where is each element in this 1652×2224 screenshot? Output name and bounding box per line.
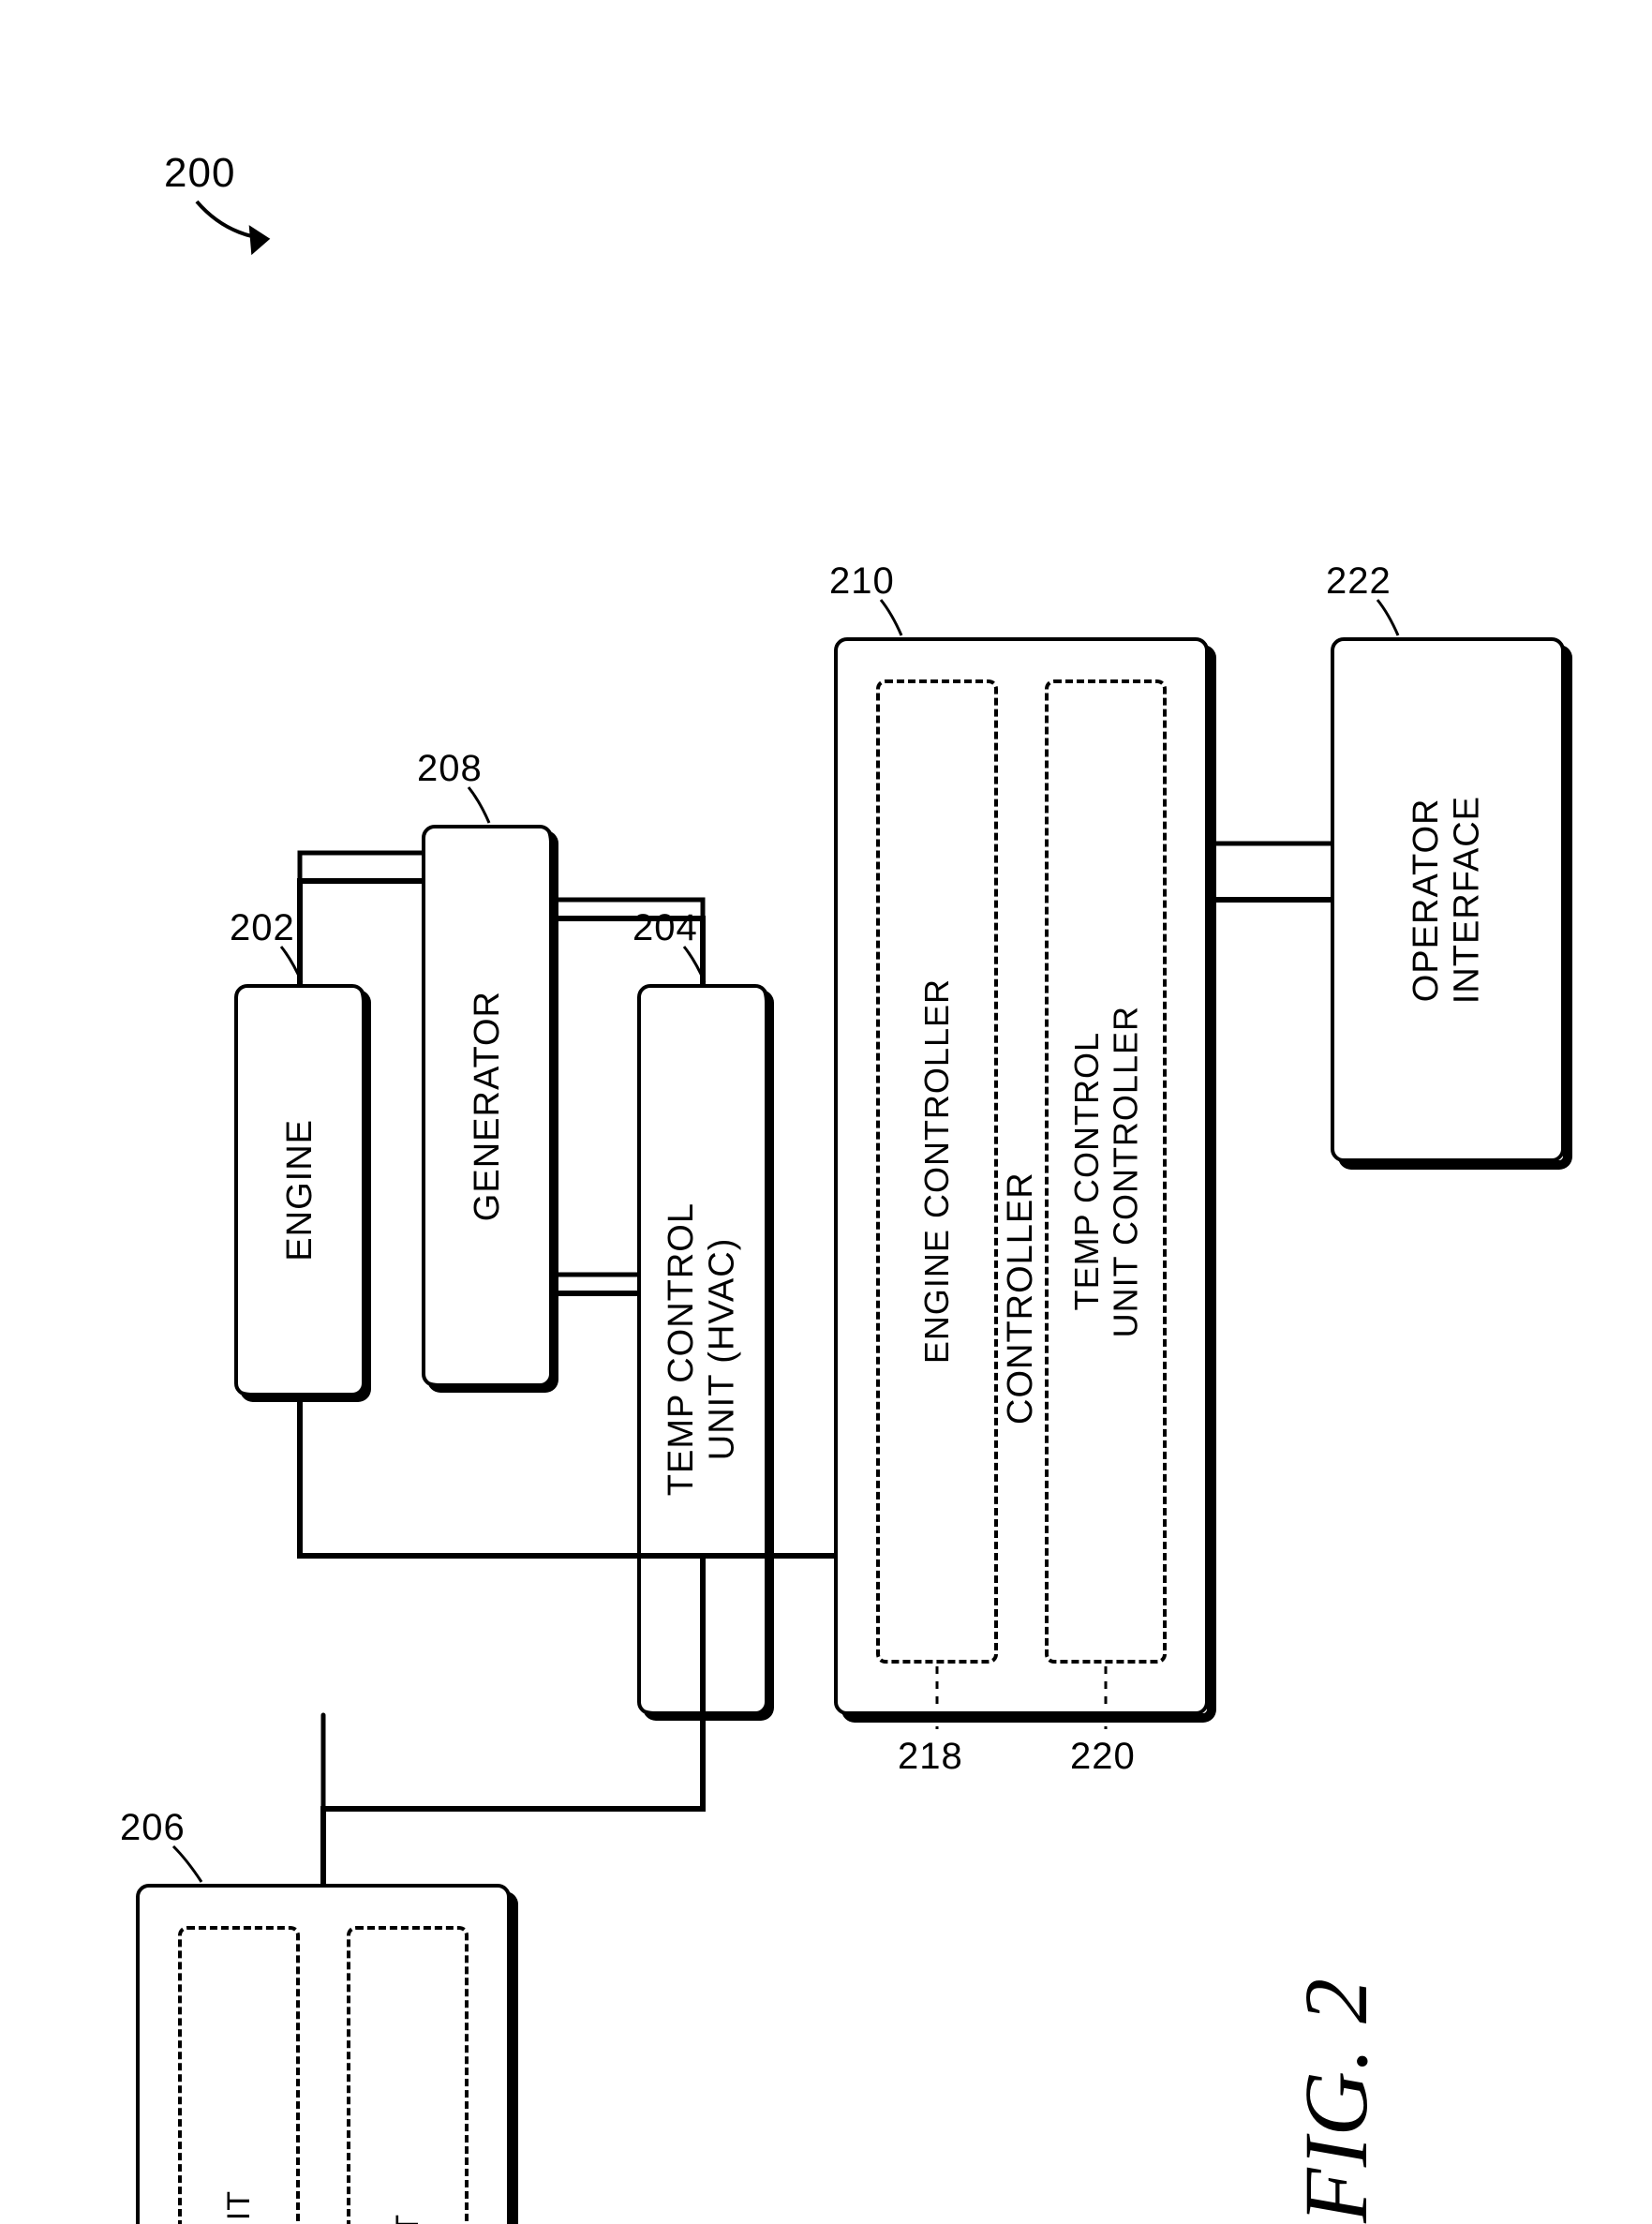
ref-system: 200 xyxy=(164,150,235,197)
thermal-storage-label: THERMAL STORAGE UNIT xyxy=(390,2214,426,2224)
ref-engine-controller: 218 xyxy=(898,1736,963,1778)
generator-label: GENERATOR xyxy=(468,991,508,1221)
operator-interface-block: OPERATOR INTERFACE xyxy=(1331,637,1565,1162)
engine-controller-block: ENGINE CONTROLLER xyxy=(876,679,998,1664)
engine-block: ENGINE xyxy=(234,984,365,1396)
ref-system-text: 200 xyxy=(164,150,235,196)
figure-label-text: FIG. 2 xyxy=(1284,1978,1388,2223)
ref-engine-text: 202 xyxy=(230,907,295,948)
operator-interface-label: OPERATOR INTERFACE xyxy=(1406,796,1488,1004)
ref-generator: 208 xyxy=(417,748,483,790)
thermal-storage-block: THERMAL STORAGE UNIT xyxy=(347,1926,469,2224)
ref-energy-storage: 206 xyxy=(120,1807,186,1849)
electrical-storage-label: ELECTRICAL STORAGE UNIT xyxy=(221,2190,258,2224)
ref-tcu-controller: 220 xyxy=(1070,1736,1136,1778)
ref-generator-text: 208 xyxy=(417,748,483,789)
ref-controller: 210 xyxy=(829,560,895,603)
ref-energy-storage-text: 206 xyxy=(120,1807,186,1848)
ref-hvac: 204 xyxy=(633,907,698,949)
tcu-controller-label: TEMP CONTROL UNIT CONTROLLER xyxy=(1067,1006,1145,1337)
figure-label: FIG. 2 xyxy=(1284,1978,1492,2224)
ref-operator-interface: 222 xyxy=(1326,560,1392,603)
hvac-block: TEMP CONTROL UNIT (HVAC) xyxy=(637,984,768,1715)
ref-tcu-controller-text: 220 xyxy=(1070,1736,1136,1777)
engine-controller-label: ENGINE CONTROLLER xyxy=(917,978,957,1364)
ref-engine: 202 xyxy=(230,907,295,949)
controller-label: CONTROLLER xyxy=(1001,937,1041,1425)
hvac-label: TEMP CONTROL UNIT (HVAC) xyxy=(662,1202,743,1496)
ref-controller-text: 210 xyxy=(829,560,895,602)
ref-hvac-text: 204 xyxy=(633,907,698,948)
ref-engine-controller-text: 218 xyxy=(898,1736,963,1777)
electrical-storage-block: ELECTRICAL STORAGE UNIT xyxy=(178,1926,300,2224)
ref-operator-interface-text: 222 xyxy=(1326,560,1392,602)
energy-storage-label: ENERGY STORAGE UNIT xyxy=(303,1996,343,2224)
tcu-controller-block: TEMP CONTROL UNIT CONTROLLER xyxy=(1045,679,1167,1664)
generator-block: GENERATOR xyxy=(422,825,553,1387)
engine-label: ENGINE xyxy=(280,1119,320,1261)
diagram-canvas: 200 ENGINE 202 GENERATOR 208 TEMP CONTRO… xyxy=(0,0,1652,2224)
